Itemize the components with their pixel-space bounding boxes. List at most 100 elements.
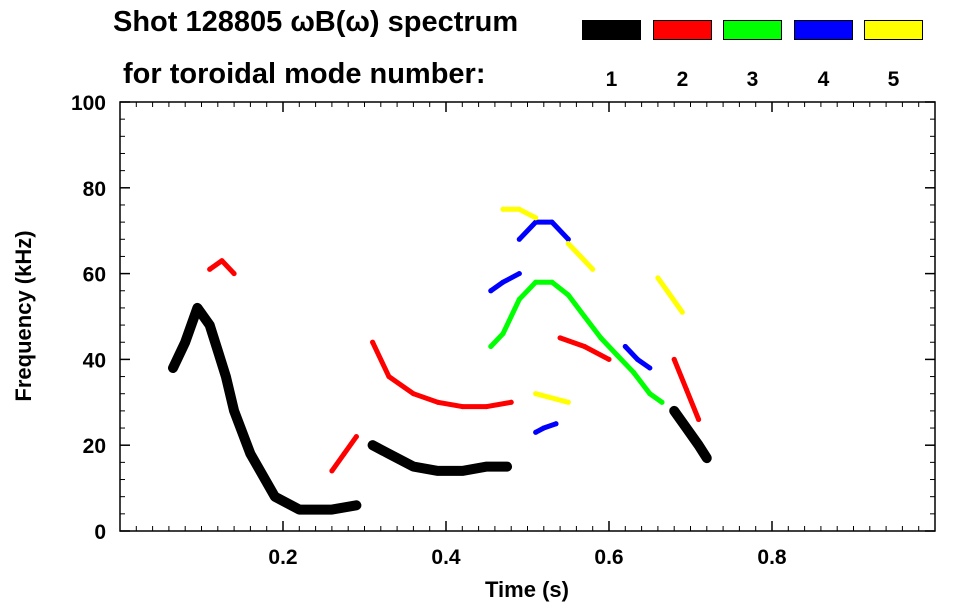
y-tick-label: 0 [94,521,106,544]
mode-1-point [221,372,230,381]
mode-5-point [549,395,555,401]
mode-1-point [327,505,336,514]
mode-5-point [679,309,685,315]
tick-label-layer: 0 20 40 60 80 100 0.2 0.4 0.6 0.8 [71,92,787,569]
y-tick-label: 20 [83,435,106,458]
mode-2-point [671,356,677,362]
mode-1-point [503,462,512,471]
legend-swatch-mode-3 [723,20,782,40]
mode-4-point [488,288,494,294]
legend-swatch-mode-5 [864,20,923,40]
mode-1-point [670,406,679,415]
y-axis-label: Frequency (kHz) [11,230,36,401]
mode-5-point [533,215,539,221]
mode-4-point [533,219,539,225]
mode-5-point [533,391,539,397]
mode-2-point [696,417,702,422]
y-tick-label: 60 [83,264,106,287]
y-tick-label: 40 [83,349,106,372]
mode-1-point [213,346,222,355]
x-tick-label: 0.4 [431,546,461,569]
y-tick-label: 100 [71,92,106,115]
mode-1-point [205,321,214,330]
mode-1-point [295,505,304,514]
mode-5-point [565,241,571,247]
chart-title-line-2: for toroidal mode number: [123,58,486,90]
mode-2-curve [370,339,514,410]
mode-1-point [694,441,703,450]
mode-2-point [435,399,441,405]
mode-4-point [553,421,559,427]
mode-1-curve [669,405,712,464]
mode-4-curve [516,219,571,242]
mode-4-point [516,271,522,277]
mode-5-point [516,206,522,212]
mode-4-point [622,344,628,349]
mode-4-point [549,219,555,225]
mode-2-point [329,468,335,474]
mode-4-point [516,236,522,242]
mode-4-point [647,365,653,371]
mode-2-point [410,391,416,397]
mode-1-point [433,466,442,475]
x-tick-label: 0.8 [757,546,787,569]
mode-1-point [246,449,255,458]
mode-3-point [659,399,665,405]
mode-1-point [270,492,279,501]
mode-1-point [181,338,190,347]
mode-4-point [565,236,571,242]
mode-3-point [565,292,571,298]
mode-2-point [557,335,563,341]
mode-2-point [231,271,237,277]
mode-1-point [409,462,418,471]
y-tick-label: 80 [83,178,106,201]
mode-1-point [230,406,239,415]
x-axis-label: Time (s) [485,577,569,602]
mode-3-point [533,279,539,285]
legend-swatch-mode-1 [582,20,641,40]
mode-3-point [631,369,636,375]
mode-3-curve [488,279,665,405]
legend-label-mode-5: 5 [887,68,900,91]
mode-2-point [582,344,587,349]
x-tick-label: 0.6 [594,546,623,569]
mode-4-point [541,425,547,431]
mode-2-point [207,266,213,272]
mode-2-point [459,404,465,410]
mode-1-point [193,303,202,312]
series-mode-3 [488,279,665,405]
mode-1-point [682,424,691,432]
mode-2-point [219,258,225,264]
legend-label-mode-3: 3 [746,68,759,91]
mode-5-point [655,275,661,281]
legend-label-mode-2: 2 [676,68,689,91]
series-mode-1 [168,302,712,515]
legend-swatch-mode-4 [794,20,853,40]
mode-2-point [683,386,689,392]
mode-2-point [606,356,612,362]
legend-label-mode-1: 1 [605,68,618,91]
tick-layer [120,101,935,532]
mode-2-point [386,374,392,380]
chart-title-line-1: Shot 128805 ωB(ω) spectrum [113,6,519,38]
mode-3-point [598,335,604,341]
mode-3-point [614,352,620,358]
plot-frame [119,101,936,532]
mode-2-point [353,434,359,440]
mode-2-point [508,399,514,405]
mode-1-point [482,462,491,471]
mode-1-point [169,364,177,372]
mode-1-point [458,466,467,475]
mode-3-point [582,314,587,319]
mode-1-point [702,454,711,463]
mode-4-point [635,356,640,362]
mode-5-point [590,266,596,272]
mode-3-point [500,331,506,337]
mode-1-point [352,501,361,510]
mode-4-point [533,429,539,435]
mode-2-point [484,404,490,410]
data-layer [168,206,712,515]
mode-3-point [488,344,494,349]
series-mode-2 [207,258,702,474]
